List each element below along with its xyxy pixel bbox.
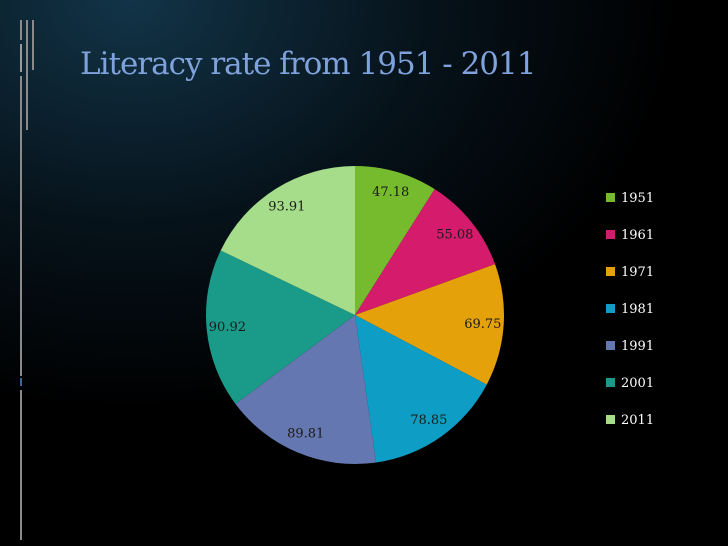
data-label-1981: 78.85	[410, 413, 447, 428]
accent-bar	[20, 390, 22, 540]
accent-bar	[20, 76, 22, 376]
legend-label-1971: 1971	[621, 265, 654, 280]
slide-title: Literacy rate from 1951 - 2011	[80, 46, 536, 82]
legend-swatch-2011	[606, 415, 615, 424]
legend-swatch-1981	[606, 304, 615, 313]
data-label-1971: 69.75	[464, 317, 501, 332]
pie-slice-2011	[220, 166, 355, 315]
legend-label-2001: 2001	[621, 376, 654, 391]
pie-slice-1981	[355, 315, 487, 463]
accent-bar	[32, 20, 34, 70]
accent-bar	[26, 20, 28, 130]
pie-slice-1971	[355, 264, 505, 385]
data-label-2011: 93.91	[268, 200, 305, 215]
accent-bar	[20, 44, 22, 72]
pie-slice-1951	[355, 166, 435, 315]
pie-slice-1991	[235, 315, 377, 465]
data-label-1991: 89.81	[287, 426, 324, 441]
legend-swatch-1961	[606, 230, 615, 239]
legend-swatch-1971	[606, 267, 615, 276]
pie-slice-1961	[355, 189, 496, 315]
pie-slice-2001	[205, 250, 355, 404]
legend-swatch-2001	[606, 378, 615, 387]
data-label-1961: 55.08	[436, 228, 473, 243]
legend-label-1991: 1991	[621, 339, 654, 354]
legend-label-1961: 1961	[621, 228, 654, 243]
legend-label-1951: 1951	[621, 191, 654, 206]
legend-swatch-1991	[606, 341, 615, 350]
data-label-1951: 47.18	[372, 185, 409, 200]
accent-bar	[20, 20, 22, 40]
legend-label-1981: 1981	[621, 302, 654, 317]
legend-swatch-1951	[606, 193, 615, 202]
data-label-2001: 90.92	[209, 320, 246, 335]
legend-label-2011: 2011	[621, 413, 654, 428]
accent-bar	[20, 378, 22, 386]
